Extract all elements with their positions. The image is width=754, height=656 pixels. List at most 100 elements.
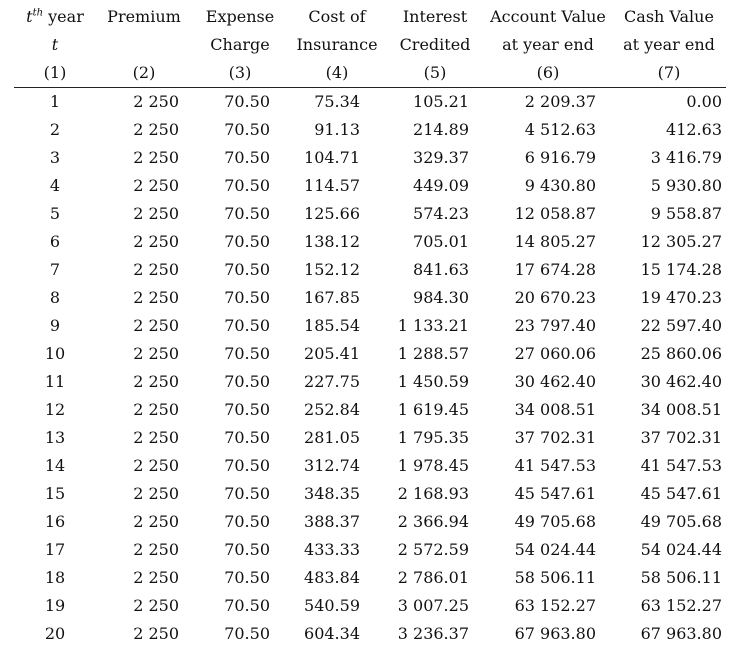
table-row: 7 2 250 70.50 152.12 841.63 17 674.28 15 174.2… bbox=[14, 256, 726, 284]
cell-year: 10 bbox=[44, 344, 66, 363]
column-number-7: (7) bbox=[612, 59, 726, 88]
cell-cost-of-insurance: 185.54 bbox=[304, 316, 360, 335]
cell-interest-credited: 1 795.35 bbox=[397, 428, 469, 447]
cell-interest-credited: 1 978.45 bbox=[397, 456, 469, 475]
header-premium-2 bbox=[96, 31, 192, 59]
cell-cost-of-insurance: 348.35 bbox=[304, 484, 360, 503]
cell-year: 6 bbox=[49, 232, 61, 251]
cell-interest-credited: 2 572.59 bbox=[397, 540, 469, 559]
cell-cash-value: 45 547.61 bbox=[640, 484, 722, 503]
cell-account-value: 41 547.53 bbox=[514, 456, 596, 475]
cell-account-value: 12 058.87 bbox=[514, 204, 596, 223]
cell-year: 1 bbox=[49, 92, 61, 111]
cell-year: 18 bbox=[44, 568, 66, 587]
header-year-t: t bbox=[26, 7, 33, 26]
cell-cost-of-insurance: 281.05 bbox=[304, 428, 360, 447]
cell-cash-value: 15 174.28 bbox=[640, 260, 722, 279]
cell-cost-of-insurance: 312.74 bbox=[304, 456, 360, 475]
cell-year: 16 bbox=[44, 512, 66, 531]
cell-account-value: 45 547.61 bbox=[514, 484, 596, 503]
cell-cash-value: 22 597.40 bbox=[640, 316, 722, 335]
cell-interest-credited: 2 168.93 bbox=[397, 484, 469, 503]
header-premium: Premium bbox=[107, 7, 181, 26]
cell-premium: 2 250 bbox=[133, 512, 179, 531]
table-row: 14 2 250 70.50 312.74 1 978.45 41 547.53 41 54… bbox=[14, 452, 726, 480]
cell-interest-credited: 3 236.37 bbox=[397, 624, 469, 643]
cell-account-value: 63 152.27 bbox=[514, 596, 596, 615]
column-number-2: (2) bbox=[96, 59, 192, 88]
cell-cash-value: 67 963.80 bbox=[640, 624, 722, 643]
cell-account-value: 54 024.44 bbox=[514, 540, 596, 559]
cell-cash-value: 3 416.79 bbox=[650, 148, 722, 167]
cell-premium: 2 250 bbox=[133, 176, 179, 195]
cell-expense-charge: 70.50 bbox=[224, 148, 270, 167]
cell-expense-charge: 70.50 bbox=[224, 428, 270, 447]
cell-interest-credited: 329.37 bbox=[413, 148, 469, 167]
cell-cash-value: 63 152.27 bbox=[640, 596, 722, 615]
cell-interest-credited: 984.30 bbox=[413, 288, 469, 307]
cell-year: 5 bbox=[49, 204, 61, 223]
cell-interest-credited: 2 366.94 bbox=[397, 512, 469, 531]
cell-account-value: 37 702.31 bbox=[514, 428, 596, 447]
cell-account-value: 67 963.80 bbox=[514, 624, 596, 643]
cell-premium: 2 250 bbox=[133, 596, 179, 615]
cell-interest-credited: 214.89 bbox=[413, 120, 469, 139]
header-interest-2: Credited bbox=[399, 35, 471, 54]
cell-account-value: 49 705.68 bbox=[514, 512, 596, 531]
cell-expense-charge: 70.50 bbox=[224, 204, 270, 223]
cell-cost-of-insurance: 138.12 bbox=[304, 232, 360, 251]
header-account-2: at year end bbox=[502, 35, 594, 54]
cell-cash-value: 49 705.68 bbox=[640, 512, 722, 531]
cell-cost-of-insurance: 540.59 bbox=[304, 596, 360, 615]
cell-premium: 2 250 bbox=[133, 568, 179, 587]
cell-expense-charge: 70.50 bbox=[224, 484, 270, 503]
header-year: tth year bbox=[14, 3, 96, 31]
cell-account-value: 27 060.06 bbox=[514, 344, 596, 363]
cell-interest-credited: 3 007.25 bbox=[397, 596, 469, 615]
cell-cash-value: 9 558.87 bbox=[650, 204, 722, 223]
cell-premium: 2 250 bbox=[133, 232, 179, 251]
cell-year: 8 bbox=[49, 288, 61, 307]
table-row: 6 2 250 70.50 138.12 705.01 14 805.27 12 305.2… bbox=[14, 228, 726, 256]
cell-year: 15 bbox=[44, 484, 66, 503]
table-row: 13 2 250 70.50 281.05 1 795.35 37 702.31 37 70… bbox=[14, 424, 726, 452]
cell-premium: 2 250 bbox=[133, 428, 179, 447]
table-row: 10 2 250 70.50 205.41 1 288.57 27 060.06 25 86… bbox=[14, 340, 726, 368]
cell-premium: 2 250 bbox=[133, 372, 179, 391]
cell-year: 9 bbox=[49, 316, 61, 335]
table-row: 5 2 250 70.50 125.66 574.23 12 058.87 9 558.87 bbox=[14, 200, 726, 228]
header-year-var: t bbox=[51, 35, 59, 54]
table-row: 3 2 250 70.50 104.71 329.37 6 916.79 3 416.79 bbox=[14, 144, 726, 172]
cell-interest-credited: 1 450.59 bbox=[397, 372, 469, 391]
cell-expense-charge: 70.50 bbox=[224, 120, 270, 139]
cell-year: 7 bbox=[49, 260, 61, 279]
cell-account-value: 34 008.51 bbox=[514, 400, 596, 419]
cell-cash-value: 34 008.51 bbox=[640, 400, 722, 419]
cell-cost-of-insurance: 91.13 bbox=[314, 120, 360, 139]
cell-expense-charge: 70.50 bbox=[224, 316, 270, 335]
table-row: 1 2 250 70.50 75.34 105.21 2 209.37 0.00 bbox=[14, 88, 726, 117]
cell-premium: 2 250 bbox=[133, 316, 179, 335]
cell-premium: 2 250 bbox=[133, 120, 179, 139]
cell-account-value: 9 430.80 bbox=[524, 176, 596, 195]
cell-cash-value: 58 506.11 bbox=[640, 568, 722, 587]
cell-year: 20 bbox=[44, 624, 66, 643]
header-expense: Expense bbox=[205, 7, 275, 26]
cell-interest-credited: 1 133.21 bbox=[397, 316, 469, 335]
cell-expense-charge: 70.50 bbox=[224, 372, 270, 391]
cell-account-value: 2 209.37 bbox=[524, 92, 596, 111]
cell-year: 4 bbox=[49, 176, 61, 195]
table-row: 9 2 250 70.50 185.54 1 133.21 23 797.40 22 597… bbox=[14, 312, 726, 340]
table-row: 11 2 250 70.50 227.75 1 450.59 30 462.40 30 46… bbox=[14, 368, 726, 396]
cell-cost-of-insurance: 433.33 bbox=[304, 540, 360, 559]
cell-account-value: 6 916.79 bbox=[524, 148, 596, 167]
cell-account-value: 23 797.40 bbox=[514, 316, 596, 335]
cell-premium: 2 250 bbox=[133, 148, 179, 167]
cell-expense-charge: 70.50 bbox=[224, 260, 270, 279]
cell-cost-of-insurance: 114.57 bbox=[304, 176, 360, 195]
header-row-3: (1) (2) (3) (4) (5) (6) (7) bbox=[14, 59, 726, 88]
table-row: 16 2 250 70.50 388.37 2 366.94 49 705.68 49 70… bbox=[14, 508, 726, 536]
cell-premium: 2 250 bbox=[133, 456, 179, 475]
cell-cash-value: 0.00 bbox=[686, 92, 722, 111]
cell-year: 11 bbox=[44, 372, 66, 391]
